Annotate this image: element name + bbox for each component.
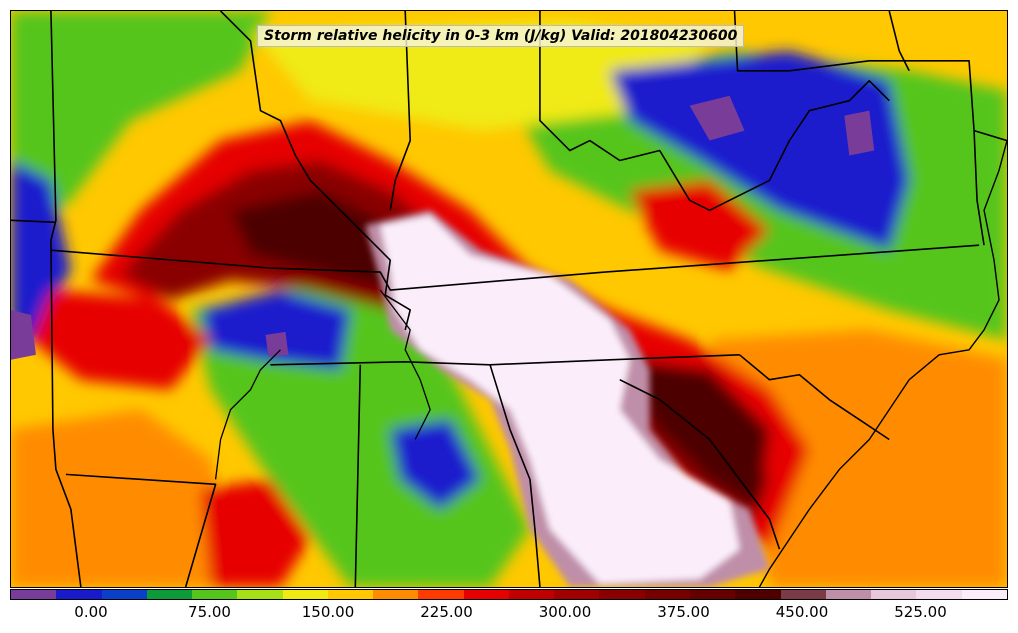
colorbar-segment — [961, 590, 1007, 599]
colorbar-segment — [871, 590, 917, 599]
colorbar-segment — [689, 590, 736, 599]
colorbar-tick-label: 75.00 — [188, 603, 231, 621]
colorbar-labels: 0.00 75.00 150.00 225.00 300.00 375.00 450.00 5… — [10, 603, 1008, 625]
orange-region-southwest — [11, 409, 241, 587]
colorbar-segment — [735, 590, 781, 599]
colorbar-tick-label: 375.00 — [657, 603, 710, 621]
red-region-southwest — [200, 479, 311, 587]
white-plume — [380, 215, 740, 585]
yellow-region-north — [250, 20, 710, 131]
green-region-west — [11, 11, 271, 241]
colorbar-segment — [463, 590, 509, 599]
colorbar-segment — [237, 590, 283, 599]
colorbar-segment — [780, 590, 826, 599]
orange-region-southeast — [709, 329, 1007, 587]
colorbar-segment — [916, 590, 962, 599]
purple-spot-northeast — [689, 95, 745, 141]
purple-spot-east — [844, 110, 875, 156]
colorbar-tick-label: 225.00 — [420, 603, 473, 621]
colorbar-tick-label: 300.00 — [538, 603, 592, 621]
colorbar-segment — [373, 590, 419, 599]
colorbar-tick-label: 150.00 — [301, 603, 355, 621]
river-boundary-west — [214, 349, 281, 480]
colorbar-segment — [644, 590, 690, 599]
colorbar-segment — [554, 590, 600, 599]
colorbar-segment — [327, 590, 374, 599]
purple-spot-central — [265, 331, 289, 357]
river-boundary — [379, 289, 431, 440]
red-region-west — [30, 290, 211, 390]
colorbar-segment — [282, 590, 328, 599]
colorbar-tick-label: 525.00 — [894, 603, 947, 621]
colorbar-segment — [146, 590, 193, 599]
helicity-map — [11, 11, 1007, 587]
map-panel: Storm relative helicity in 0-3 km (J/kg)… — [10, 10, 1008, 588]
coastline — [758, 140, 1007, 587]
colorbar-segment — [56, 590, 102, 599]
blue-region-south — [390, 419, 481, 510]
purple-spot-west — [11, 309, 36, 360]
blue-region-northeast — [609, 50, 910, 251]
colorbar-segment — [418, 590, 464, 599]
state-boundaries — [11, 11, 1007, 587]
red-region-northeast — [629, 180, 770, 271]
colorbar-segment — [599, 590, 645, 599]
colorbar-segment — [192, 590, 238, 599]
colorbar-segment — [11, 590, 57, 599]
colorbar-tick-label: 450.00 — [775, 603, 829, 621]
map-title: Storm relative helicity in 0-3 km (J/kg)… — [257, 25, 745, 47]
colorbar-tick-label: 0.00 — [74, 603, 108, 621]
colorbar — [10, 589, 1008, 600]
blue-region-central — [200, 290, 351, 370]
colorbar-segment — [101, 590, 147, 599]
colorbar-segment — [825, 590, 872, 599]
colorbar-segment — [508, 590, 555, 599]
